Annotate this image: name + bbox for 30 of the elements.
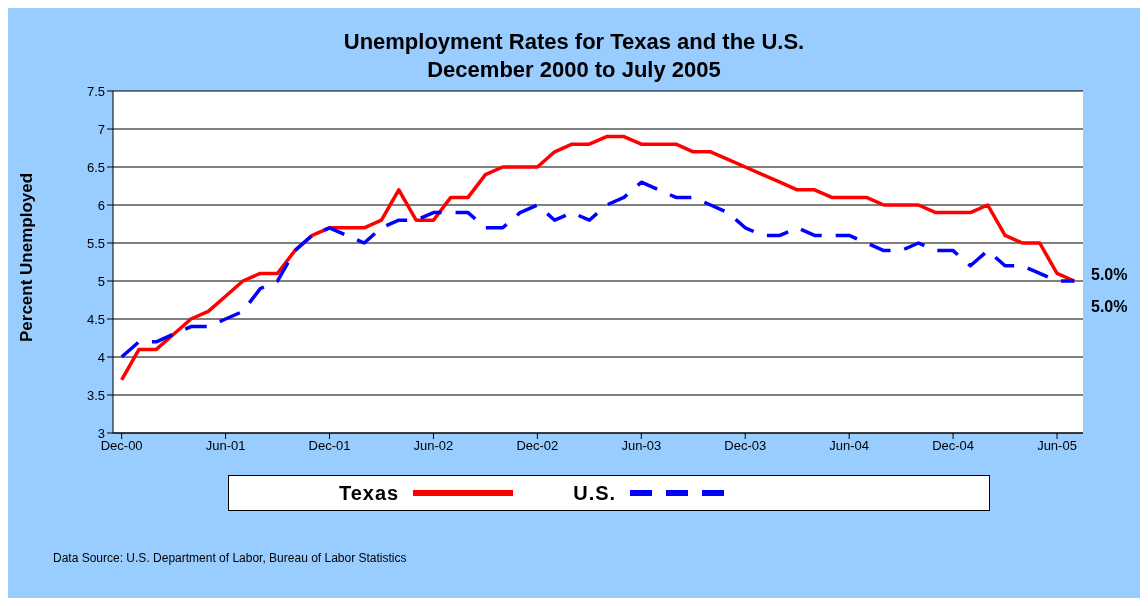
- y-tick-label: 7: [97, 121, 105, 137]
- x-tick-label: Jun-01: [205, 438, 246, 454]
- y-tick-label: 4.5: [86, 311, 105, 327]
- x-tick-label: Dec-00: [100, 438, 143, 454]
- y-tick-label: 3: [97, 425, 105, 441]
- x-tick-label: Dec-02: [516, 438, 559, 454]
- y-tick-label: 6: [97, 197, 105, 213]
- x-tick-label: Dec-04: [932, 438, 975, 454]
- y-axis-title: Percent Unemployed: [17, 172, 37, 342]
- y-tick-label: 5: [97, 273, 105, 289]
- x-tick-label: Dec-03: [724, 438, 767, 454]
- y-tick-label: 3.5: [86, 387, 105, 403]
- legend-label: U.S.: [573, 481, 617, 505]
- chart-subtitle: December 2000 to July 2005: [426, 56, 722, 84]
- x-tick-label: Jun-03: [621, 438, 662, 454]
- legend-label: Texas: [339, 481, 400, 505]
- source-note: Data Source: U.S. Department of Labor, Bureau of Labor Statistics: [53, 551, 407, 565]
- line-series: [119, 180, 1077, 359]
- y-tick-label: 7.5: [86, 83, 105, 99]
- x-tick-label: Jun-05: [1037, 438, 1077, 454]
- y-tick-label: 4: [97, 349, 105, 365]
- line-series: [119, 134, 1077, 382]
- text: 5.0%: [1091, 298, 1128, 316]
- text: 5.0%: [1091, 266, 1128, 284]
- chart-title: Unemployment Rates for Texas and the U.S.: [342, 28, 806, 56]
- x-tick-label: Jun-04: [829, 438, 870, 454]
- x-tick-label: Dec-01: [308, 438, 351, 454]
- x-tick-label: Jun-02: [413, 438, 454, 454]
- y-tick-label: 5.5: [86, 235, 105, 251]
- y-tick-label: 6.5: [86, 159, 105, 175]
